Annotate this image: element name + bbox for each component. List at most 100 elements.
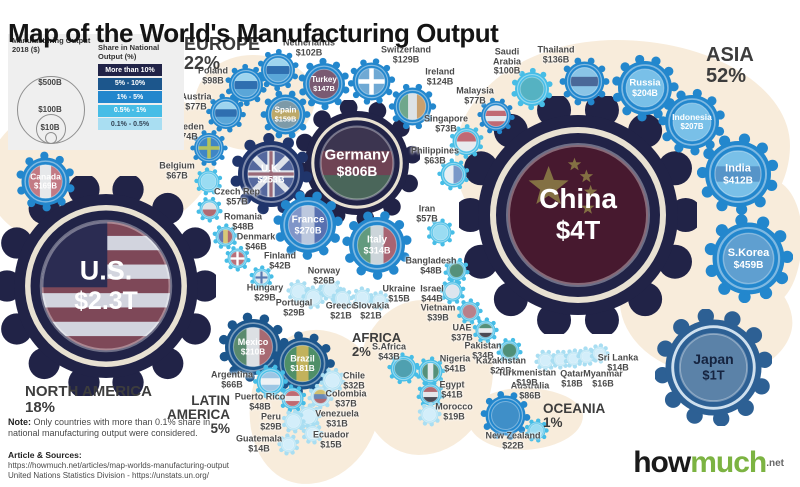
legend-circle-10b [45,132,57,144]
country-label-new-zealand: New Zealand $22B [485,430,541,450]
page-title: Map of the World's Manufacturing Output [8,18,499,49]
gear-philippines [436,157,469,190]
gear-australia [480,390,530,440]
gear-ukraine [369,289,390,311]
country-label-uae: UAE $37B [451,322,473,342]
country-label-sri-lanka: Sri Lanka $14B [597,352,639,372]
country-label-ukraine: Ukraine $15B [382,283,416,303]
gear-label-value: $181B [290,364,314,373]
gear-russia: Russia$204B [612,54,679,122]
country-label-chile: Chile $32B [342,370,366,390]
gear-peru [281,408,306,434]
country-label-kazakhstan: Kazakhstan $20B [475,355,527,375]
howmuch-logo: howmuch.net [633,446,784,480]
gear-uae [472,316,499,343]
country-label-greece: Greece $21B [325,300,357,320]
country-label-peru: Peru $29B [260,411,282,431]
country-label-nigeria: Nigeria $41B [439,353,471,373]
legend-box: Manufacturing Output 2018 ($) $500B $100B… [8,34,184,150]
gear-indonesia: Indonesia$207B [658,88,725,156]
country-label-turkmenistan: Turkmenistan $19B [497,367,557,387]
gear-mexico: Mexico$210B [218,312,288,382]
gear-label-name: Brazil [290,353,315,363]
country-label-egypt: Egypt $41B [439,379,465,399]
gear-argentina [252,364,288,398]
country-label-australia: Australia $86B [510,380,550,400]
gear-label-value: $147B [313,84,335,93]
sources-heading: Article & Sources: [8,450,82,460]
country-label-norway: Norway $26B [307,265,341,285]
gear-portugal [300,284,325,309]
gear-belgium [193,166,222,195]
gear-label-value: $412B [723,175,753,186]
legend-swatch-c2: 5% - 10% [98,77,162,90]
gear-label-name: Spain [274,105,296,114]
gear-label-value: $806B [337,164,378,179]
gear-spain: Spain$159B [260,90,310,138]
gear-germany: Germany$806B [294,100,420,226]
gear-netherlands [257,48,299,92]
gear-puerto-rico [277,383,306,412]
gear-morocco [417,401,442,426]
gear-turkey: Turkey$147B [298,57,350,111]
country-label-puerto-rico: Puerto Rico $48B [234,391,286,411]
source-link-un[interactable]: United Nations Statistics Division - htt… [8,470,209,480]
gear-label-value: $459B [733,259,763,270]
legend-circle-label: $10B [40,123,60,132]
country-label-denmark: Denmark $46B [236,231,276,251]
note-body: Only countries with more than 0.1% share… [8,417,211,438]
country-label-qatar: Qatar $18B [560,368,584,388]
legend-swatch-c3: 1% - 5% [98,91,162,103]
country-label-malaysia: Malaysia $77B [456,85,494,105]
country-label-poland: Poland $98B [197,65,229,85]
gear-india: India$412B [697,133,779,215]
gear-qatar [563,347,584,369]
gear-label-value: $210B [241,348,265,357]
gear-u-k: U.K.$253B [230,133,312,215]
gear-kazakhstan [533,349,557,372]
country-label-ecuador: Ecuador $15B [312,429,350,449]
region-label-asia: ASIA 52% [706,44,754,87]
country-label-israel: Israel $44B [420,283,444,303]
gear-china: China $4T [459,96,697,334]
region-label-africa: AFRICA 2% [352,330,402,359]
gear-label-name: U.S. [80,255,133,285]
gear-greece [331,286,354,309]
gear-ecuador [301,421,324,444]
gear-label-value: $159B [274,114,296,123]
gear-finland [249,264,274,289]
gear-thailand [559,57,609,105]
gear-new-zealand [524,417,549,443]
gear-italy: Italy$314B [342,211,412,280]
gear-label-name: S.Korea [727,246,769,258]
gear-label-value: $2.3T [74,288,138,315]
region-label-europe: EUROPE 22% [184,34,261,73]
gear-nigeria [415,355,446,386]
legend-circle-label: $500B [38,78,62,87]
country-label-venezuela: Venezuela $31B [315,408,359,428]
gear-egypt [416,380,445,409]
region-label-latin-america: LATIN AMERICA 5% [167,393,230,437]
country-label-ireland: Ireland $124B [425,66,455,86]
country-label-slovakia: Slovakia $21B [352,300,390,320]
gear-myanmar [575,345,596,366]
country-label-netherlands: Netherlands $102B [282,37,336,57]
source-link-article[interactable]: https://howmuch.net/articles/map-worlds-… [8,460,229,470]
logo-suffix: .net [766,458,784,469]
gear-s-africa [386,351,419,384]
gear-austria [206,93,246,133]
gear-saudi-arabia [511,67,553,111]
legend-swatch-c4: 0.5% - 1% [98,104,162,117]
region-label-north-america: NORTH AMERICA 18% [25,383,152,416]
country-label-austria: Austria $77B [180,91,212,111]
gear-label-value: $314B [363,246,390,256]
gear-u-s: U.S. $2.3T [0,176,216,396]
gear-label-name: Canada [30,171,61,181]
gear-switzerland [347,57,395,105]
gear-label-name: U.K. [261,164,281,175]
gear-ireland [388,83,436,129]
gear-singapore [449,123,483,159]
legend-size-title: Manufacturing Output 2018 ($) [12,36,91,54]
country-label-guatemala: Guatemala $14B [235,433,283,453]
